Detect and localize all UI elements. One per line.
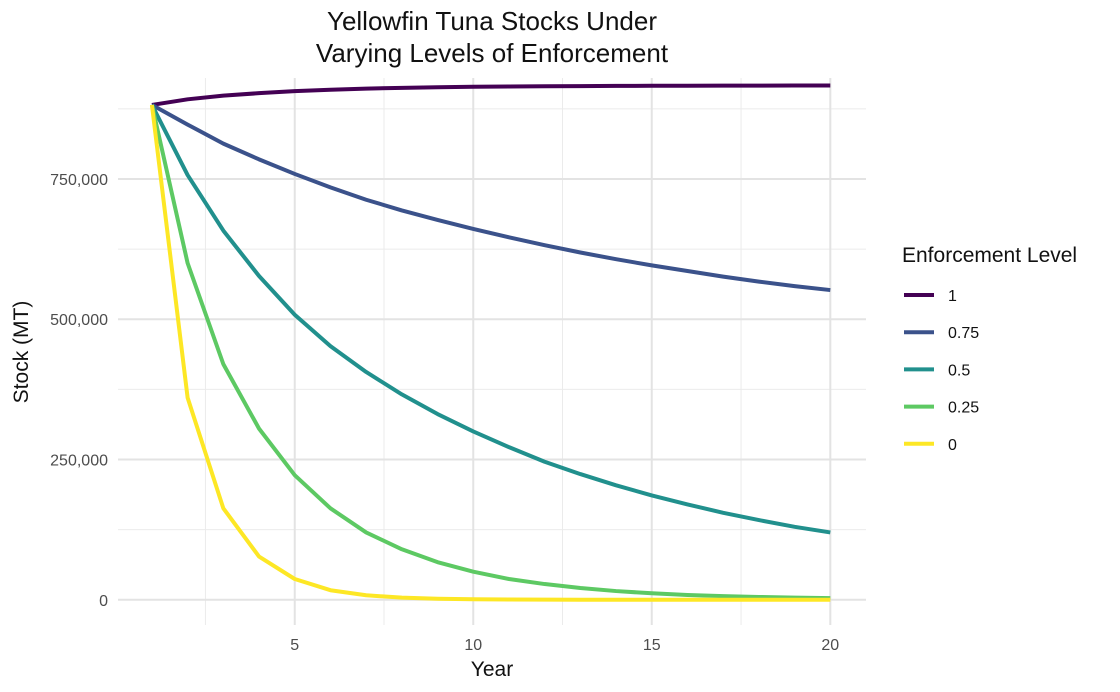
- x-tick-label-2: 15: [643, 637, 661, 654]
- y-tick-label-2: 500,000: [50, 312, 108, 329]
- legend-label-0: 1: [948, 288, 957, 305]
- y-tick-label-3: 750,000: [50, 172, 108, 189]
- series-line-1: [150, 103, 831, 293]
- legend-label-4: 0: [948, 437, 957, 454]
- legend-title: Enforcement Level: [902, 244, 1077, 267]
- chart-title-line-1: Yellowfin Tuna Stocks Under: [327, 6, 657, 36]
- x-axis-title: Year: [471, 658, 513, 681]
- legend-entries: 1 0.75 0.5 0.25 0: [904, 288, 979, 454]
- series-line-4: [149, 104, 831, 602]
- series-lines: [149, 83, 831, 602]
- chart-title-line-2: Varying Levels of Enforcement: [316, 38, 669, 68]
- x-tick-labels: 5 10 15 20: [290, 637, 839, 654]
- plot-grid: [118, 78, 866, 625]
- x-tick-label-1: 10: [464, 637, 482, 654]
- x-tick-label-3: 20: [821, 637, 839, 654]
- legend-label-3: 0.25: [948, 400, 979, 417]
- legend: Enforcement Level 1 0.75 0.5 0.25 0: [902, 244, 1077, 454]
- x-tick-label-0: 5: [290, 637, 299, 654]
- y-tick-label-1: 250,000: [50, 452, 108, 469]
- legend-label-2: 0.5: [948, 362, 970, 379]
- y-tick-label-0: 0: [99, 593, 108, 610]
- series-line-3: [149, 104, 831, 601]
- y-tick-labels: 0 250,000 500,000 750,000: [50, 172, 108, 610]
- y-axis-title: Stock (MT): [10, 301, 33, 404]
- series-line-2: [150, 104, 831, 535]
- legend-label-1: 0.75: [948, 325, 979, 342]
- series-line-0: [151, 83, 831, 107]
